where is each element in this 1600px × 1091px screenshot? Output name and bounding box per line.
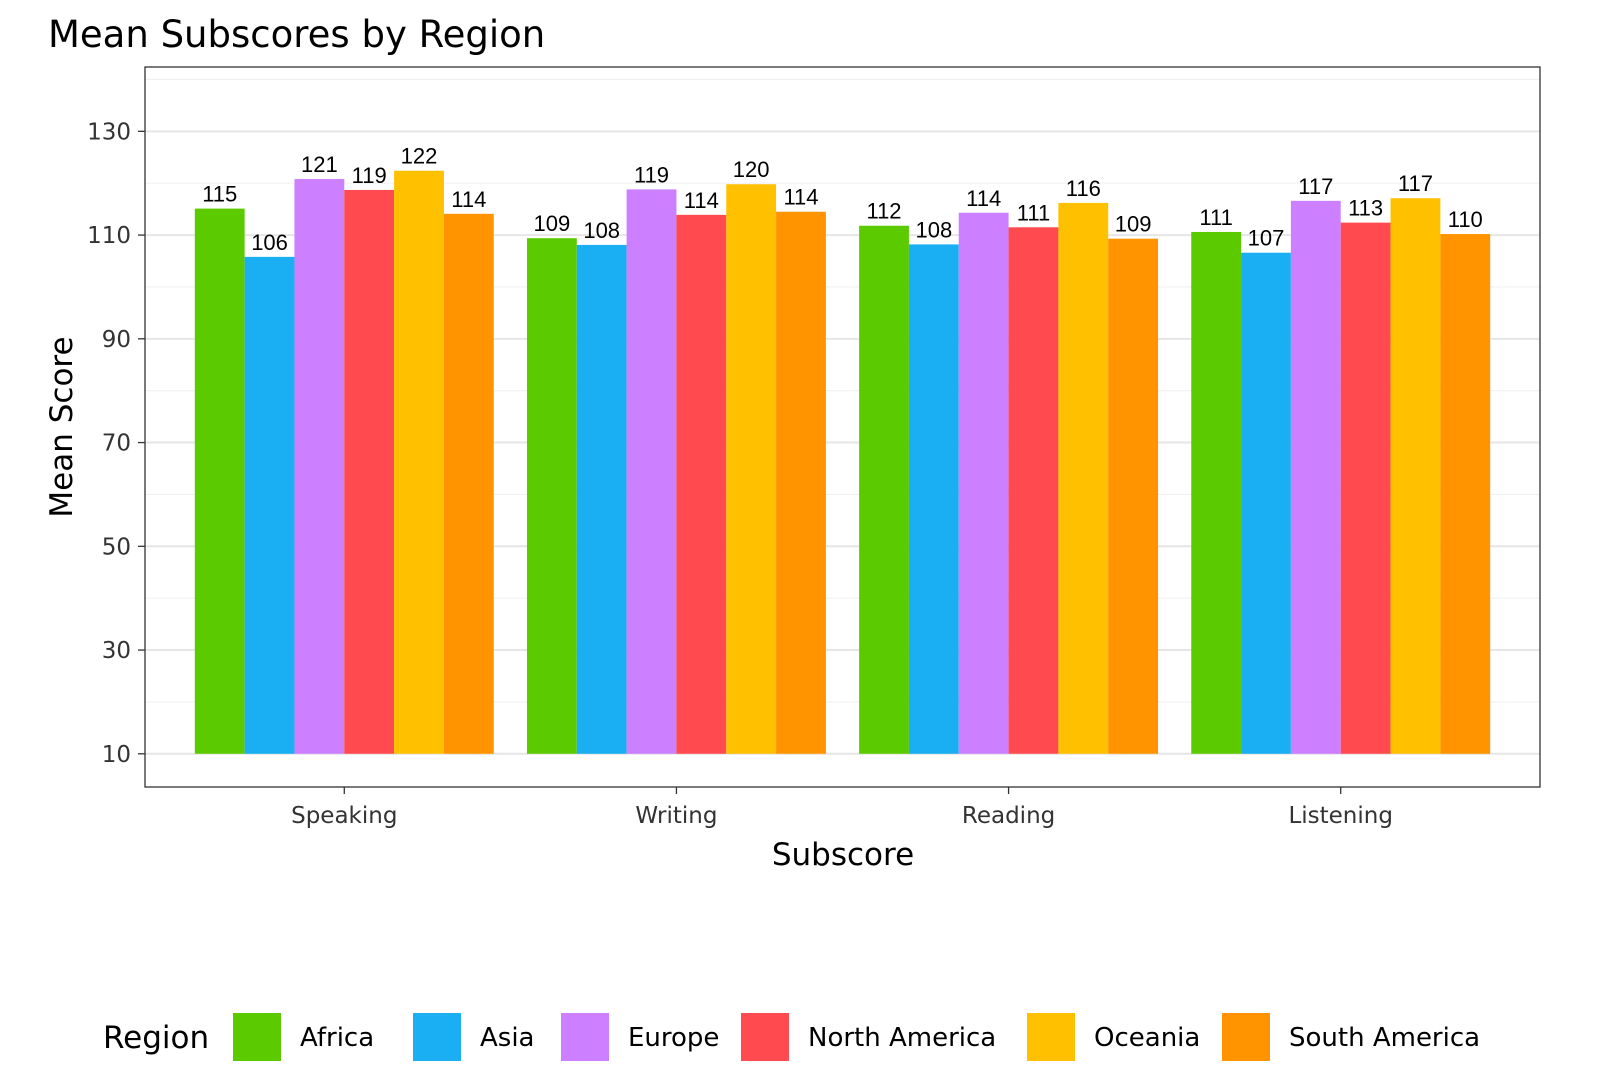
y-axis-title: Mean Score: [44, 336, 80, 517]
plot-panel-border: [144, 66, 1541, 788]
data-label: 108: [583, 218, 620, 243]
data-label: 114: [966, 186, 1001, 211]
legend-swatch-south-america: [1222, 1013, 1270, 1061]
legend-label: North America: [808, 1023, 996, 1053]
data-label: 111: [1017, 200, 1050, 225]
data-label: 107: [1248, 226, 1285, 251]
data-label: 109: [534, 211, 571, 236]
bar-asia-reading: [908, 244, 959, 754]
bar-oceania-writing: [726, 184, 777, 754]
data-label: 121: [301, 152, 338, 177]
bar-africa-writing: [526, 238, 577, 754]
bar-asia-listening: [1241, 252, 1291, 754]
bar-asia-writing: [576, 244, 627, 754]
x-tick-label: Writing: [635, 803, 717, 829]
data-label: 120: [733, 157, 770, 182]
data-label: 110: [1448, 207, 1483, 232]
data-label: 122: [401, 144, 438, 169]
chart-title: Mean Subscores by Region: [48, 13, 545, 56]
data-label: 113: [1348, 196, 1383, 221]
legend-swatch-oceania: [1027, 1013, 1075, 1061]
data-label: 112: [866, 199, 901, 224]
bar-north-america-writing: [676, 214, 727, 754]
legend-label: Asia: [480, 1023, 535, 1053]
bar-africa-speaking: [194, 208, 245, 754]
data-label: 115: [202, 182, 237, 207]
legend-swatch-africa: [233, 1013, 281, 1061]
y-tick-label: 90: [102, 327, 131, 353]
x-tick-label: Speaking: [291, 803, 397, 829]
y-tick-label: 50: [102, 534, 131, 560]
data-label: 108: [915, 217, 952, 242]
bar-asia-speaking: [244, 256, 295, 754]
y-tick-label: 10: [102, 742, 131, 768]
bar-africa-listening: [1191, 231, 1242, 754]
legend-title: Region: [103, 1020, 209, 1056]
bar-africa-reading: [859, 225, 909, 754]
x-tick-label: Reading: [962, 803, 1055, 829]
legend: Region Africa Asia Europe North America Ocea…: [103, 1013, 1480, 1061]
bar-north-america-reading: [1008, 227, 1059, 754]
data-label: 117: [1398, 171, 1433, 196]
bar-europe-speaking: [294, 179, 345, 754]
legend-swatch-europe: [561, 1013, 609, 1061]
data-label: 119: [634, 162, 669, 187]
bar-oceania-reading: [1058, 202, 1109, 754]
data-label: 116: [1066, 176, 1101, 201]
data-label: 106: [251, 230, 288, 255]
bar-south-america-writing: [776, 211, 826, 754]
axes: 10 30 50 70 90 110 130 Speaking Writing Reading Li…: [87, 119, 1393, 829]
bar-europe-writing: [626, 189, 677, 754]
data-label: 114: [783, 185, 818, 210]
data-label: 109: [1115, 212, 1152, 237]
x-tick-label: Listening: [1288, 803, 1393, 829]
bar-south-america-listening: [1440, 234, 1491, 754]
bar-oceania-speaking: [394, 170, 444, 754]
data-label: 119: [352, 163, 387, 188]
bar-europe-reading: [958, 212, 1009, 754]
bar-south-america-speaking: [443, 213, 494, 754]
legend-label: South America: [1289, 1023, 1480, 1053]
data-label: 114: [684, 188, 719, 213]
bar-oceania-listening: [1390, 198, 1441, 754]
legend-label: Africa: [300, 1023, 374, 1053]
y-tick-label: 30: [102, 638, 131, 664]
legend-label: Europe: [628, 1023, 719, 1053]
legend-swatch-asia: [413, 1013, 461, 1061]
bar-north-america-listening: [1340, 222, 1391, 754]
bar-europe-listening: [1290, 200, 1341, 754]
data-label: 114: [451, 187, 486, 212]
bar-south-america-reading: [1108, 238, 1159, 754]
bar-north-america-speaking: [344, 189, 395, 754]
legend-swatch-north-america: [741, 1013, 789, 1061]
data-labels: 115 106 121 119 122 114 109 108 119 114 120 114 112 1…: [202, 144, 1483, 255]
bars: [194, 170, 1491, 754]
x-axis-title: Subscore: [772, 837, 914, 873]
y-tick-label: 130: [87, 119, 131, 145]
data-label: 111: [1199, 205, 1232, 230]
legend-label: Oceania: [1094, 1023, 1200, 1053]
y-tick-label: 70: [102, 431, 131, 457]
data-label: 117: [1298, 174, 1333, 199]
y-tick-label: 110: [87, 223, 131, 249]
